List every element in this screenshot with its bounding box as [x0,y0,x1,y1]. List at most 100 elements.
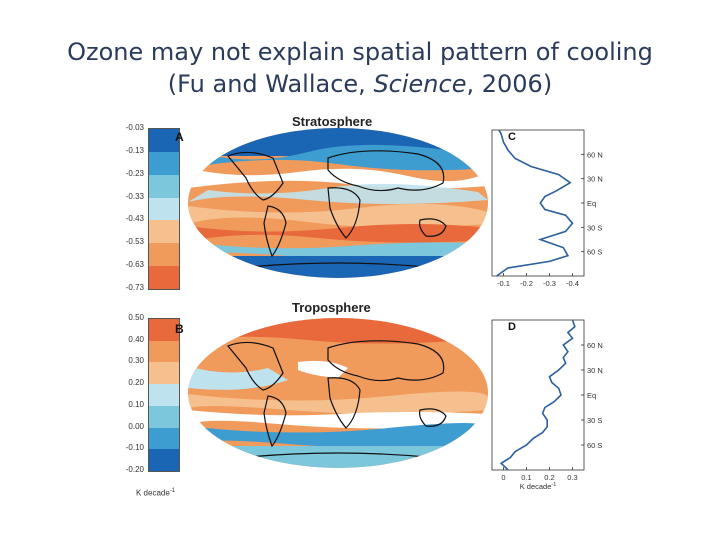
x-tick-label: 0 [501,473,505,482]
tropical-band [188,391,488,414]
plot-frame [491,129,585,277]
colorbar-segment [149,129,179,152]
colorbar-segment [149,197,179,221]
x-tick-label: -0.1 [497,279,510,288]
colorbar-segment [149,449,179,471]
colorbar-segment [149,340,179,363]
y-tick-label: 30 N [587,366,603,375]
x-tick-label: -0.3 [543,279,556,288]
y-tick-label: 30 N [587,175,603,184]
y-tick-label: 60 N [587,341,603,350]
colorbar-tick-label: -0.10 [125,443,144,453]
y-tick-label: 60 S [587,248,602,257]
x-tick-label: 0.2 [544,473,554,482]
colorbar-segment [149,243,179,267]
colorbar-segment [149,319,179,341]
colorbar-segment [149,384,179,406]
continents [227,340,447,459]
x-tick-label: -0.2 [520,279,533,288]
australia-outline [419,218,447,237]
panel-letter: D [508,321,516,333]
north-tropics-band [188,183,488,204]
antarctica-outline [237,262,439,269]
y-tick-label: 60 S [587,441,602,450]
south-mid-band [188,423,488,449]
y-tick-label: 60 N [587,150,603,159]
colorbar-tick-label: 0.40 [128,334,144,344]
colorbar-segment [149,174,179,198]
plot-frame [491,319,585,471]
north-america-outline [227,341,284,391]
x-axis-label-exp: -1 [551,482,556,488]
troposphere-map [188,318,488,468]
south-america-outline [263,395,287,448]
colorbar-tick-label: 0.00 [128,421,144,431]
colorbar-tick-label: -0.73 [125,283,144,292]
antarctic-band [188,446,488,468]
colorbar-tick-label: -0.20 [125,465,144,474]
south-america-outline [263,205,287,258]
antarctic-band [188,256,488,278]
atlantic-neutral-patch [298,360,348,378]
north-america-outline [227,151,284,201]
colorbar-unit-text: K decade [136,488,170,498]
south-mid-band [188,242,488,261]
south-neutral-band [188,410,488,429]
stratosphere-colorbar [148,128,180,290]
profile-d-chart: D 60 N 30 N Eq 30 S 60 S 0 0.1 0.2 0.3 K decade-1 [491,319,603,491]
colorbar-tick-label: 0.20 [128,378,144,388]
eurasia-outline [327,150,445,192]
colorbar-segment [149,266,179,289]
colorbar-tick-label: -0.23 [125,168,144,178]
colorbar-segment [149,220,179,244]
eurasia-outline [327,340,445,382]
colorbar-tick-label: 0.10 [128,399,144,409]
panel-letter-b: B [175,322,184,336]
pacific-cool-patch [188,366,288,390]
y-tick-label: Eq [587,199,596,208]
colorbar-tick-label: -0.03 [125,123,144,132]
colorbar-tick-label: 0.50 [128,313,144,322]
colorbar-segment [149,427,179,450]
x-tick-label: -0.4 [566,279,579,288]
colorbar-tick-label: -0.53 [125,237,144,247]
stratosphere-map [188,128,488,278]
south-tropics-band [188,224,488,243]
tropical-band [188,203,488,228]
antarctica-outline [237,452,439,459]
x-axis-label: K decade-1 [520,482,557,491]
troposphere-colorbar [148,318,180,472]
north-high-band [188,144,488,171]
continents [227,150,447,269]
colorbar-segment [149,405,179,428]
colorbar-tick-label: -0.63 [125,260,144,270]
colorbar-segment [149,151,179,175]
y-tick-label: Eq [587,391,596,400]
citation-prefix: (Fu and Wallace, [167,70,374,98]
profile-line [496,129,574,277]
profile-c-chart: C 60 N 30 N Eq 30 S 60 S -0.1 -0.2 -0.3 -0.4 [491,129,603,288]
panel-letter: C [508,131,516,143]
citation-suffix: , 2006) [466,70,553,98]
y-tick-label: 30 S [587,223,602,232]
colorbar-tick-label: -0.13 [125,145,144,155]
profile-line [499,319,576,471]
australia-outline [419,408,447,427]
citation-journal: Science [373,70,467,98]
colorbar-unit-exp: -1 [169,488,176,494]
africa-outline [327,187,361,239]
colorbar-tick-label: -0.33 [125,191,144,201]
y-tick-label: 30 S [587,416,602,425]
colorbar-segment [149,362,179,385]
x-tick-label: 0.1 [521,473,531,482]
stratosphere-title: Stratosphere [292,114,373,129]
africa-outline [327,377,361,429]
colorbar-tick-label: 0.30 [128,356,144,366]
x-tick-label: 0.3 [567,473,577,482]
colorbar-unit: K decade-1 [136,488,175,498]
colorbar-tick-label: -0.43 [125,214,144,224]
slide-title-line2: (Fu and Wallace, Science, 2006) [0,68,720,100]
troposphere-title: Troposphere [292,300,371,315]
panel-letter-a: A [175,130,184,144]
slide-title-line1: Ozone may not explain spatial pattern of… [67,38,653,66]
